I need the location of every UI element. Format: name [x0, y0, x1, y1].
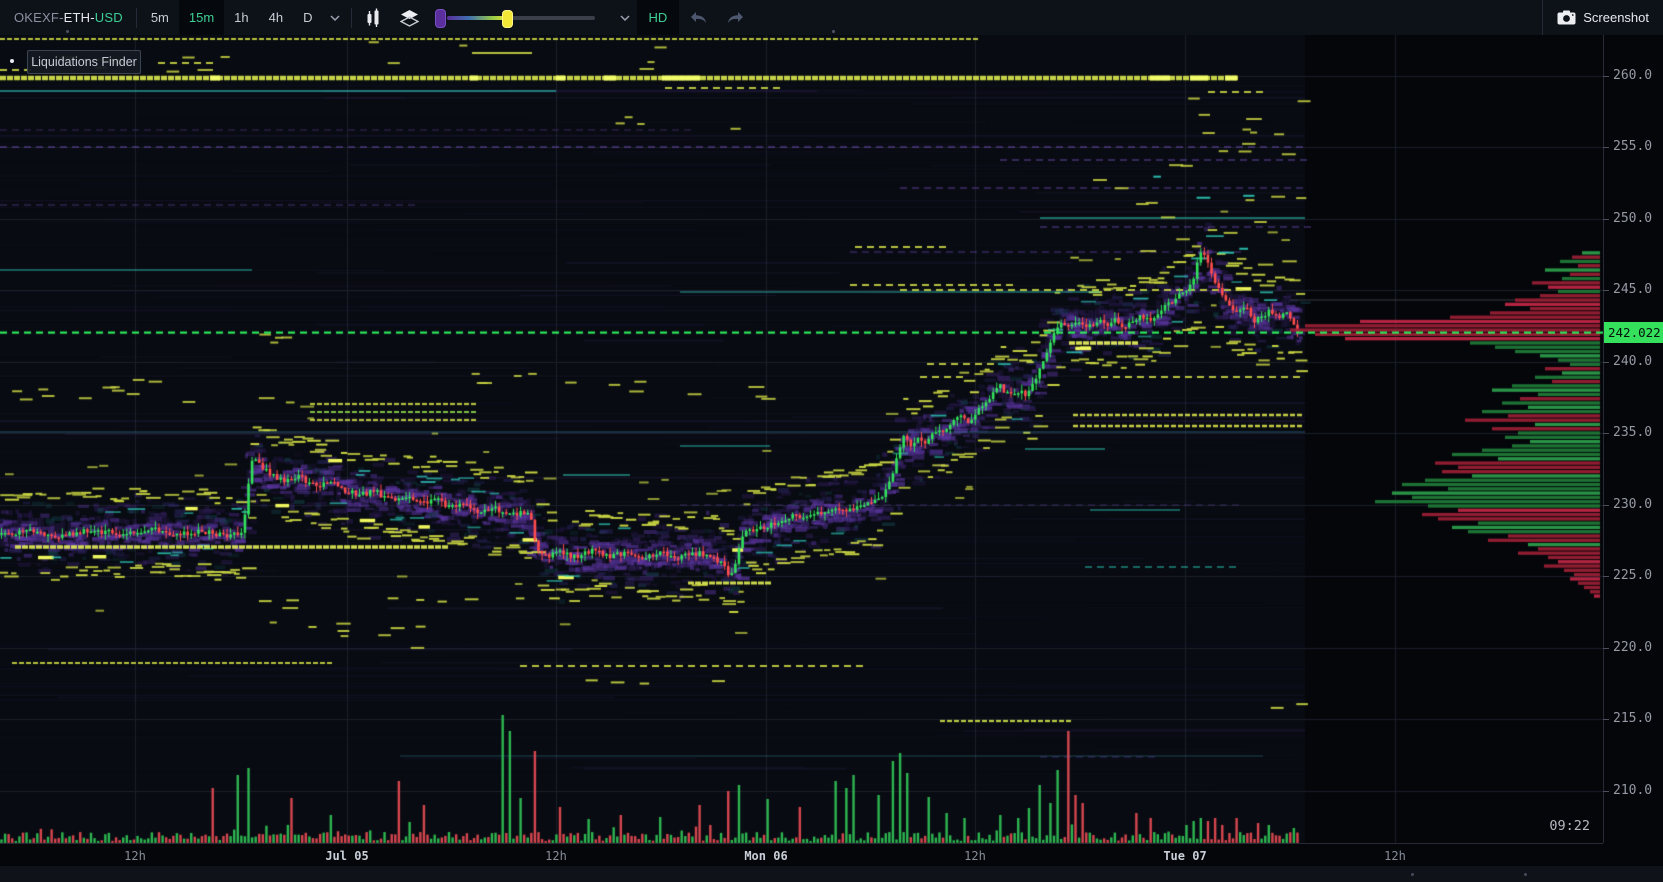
- price-tick-label: 220.0: [1613, 639, 1653, 655]
- current-price-label: 242.022: [1604, 322, 1663, 344]
- redo-icon: [726, 10, 746, 26]
- layers-icon: [399, 9, 419, 27]
- time-tick-label: Mon 06: [744, 849, 788, 863]
- price-tick-label: 245.0: [1613, 282, 1653, 297]
- price-tick-mark: [1603, 433, 1609, 434]
- symbol-exchange: OKEXF-: [14, 10, 64, 25]
- price-tick-mark: [1603, 290, 1609, 291]
- strip-dot: [1524, 873, 1527, 876]
- time-tick-label: Tue 07: [1163, 849, 1207, 863]
- bottom-strip: [0, 866, 1663, 882]
- divider: [135, 7, 137, 28]
- timeframe-4h[interactable]: 4h: [268, 10, 284, 25]
- price-tick-mark: [1603, 647, 1609, 649]
- strip-dot: [1411, 873, 1414, 876]
- price-tick-mark: [1603, 147, 1609, 148]
- time-axis-border: [0, 843, 1603, 844]
- price-tick-mark: [1603, 790, 1609, 792]
- timeframe-5m[interactable]: 5m: [150, 10, 169, 25]
- redo-button[interactable]: [717, 0, 755, 35]
- screenshot-label: Screenshot: [1583, 10, 1649, 25]
- price-tick-mark: [1603, 218, 1609, 220]
- screenshot-button[interactable]: Screenshot: [1542, 0, 1663, 35]
- clock-label: 09:22: [1549, 818, 1590, 834]
- price-tick-mark: [1603, 719, 1609, 720]
- price-tick-mark: [1603, 75, 1609, 77]
- price-tick-mark: [1603, 361, 1609, 363]
- chart-style-button[interactable]: [356, 0, 835, 35]
- price-tick-label: 235.0: [1613, 425, 1653, 440]
- price-tick-label: 260.0: [1613, 67, 1653, 83]
- hd-toggle-button[interactable]: HD: [636, 0, 680, 35]
- price-tick-label: 255.0: [1613, 139, 1653, 154]
- liquidation-heatmap-chart[interactable]: [0, 35, 1663, 882]
- price-tick-mark: [1603, 576, 1609, 577]
- timeframe-15m[interactable]: 15m: [178, 0, 225, 35]
- indicator-tooltip: Liquidations Finder: [27, 50, 141, 74]
- price-tick-mark: [1603, 504, 1609, 506]
- timeframe-d[interactable]: D: [303, 10, 313, 25]
- divider: [350, 7, 352, 28]
- time-tick-label: 12h: [964, 849, 986, 863]
- time-tick-label: 12h: [545, 849, 567, 863]
- layers-dot: [831, 30, 835, 33]
- camera-icon: [1557, 10, 1576, 25]
- slider-gradient-fill: [446, 16, 509, 20]
- timeframe-chevron-down-icon[interactable]: [323, 14, 347, 21]
- symbol-base: ETH-: [63, 10, 95, 25]
- slider-handle[interactable]: [501, 10, 513, 28]
- price-axis-border: [1603, 35, 1604, 843]
- indicator-bullet[interactable]: [10, 59, 14, 63]
- price-tick-label: 250.0: [1613, 210, 1653, 226]
- symbol-quote: USD: [94, 10, 123, 25]
- undo-icon: [688, 10, 708, 26]
- symbol-button[interactable]: OKEXF- ETH- USD: [0, 0, 132, 35]
- price-tick-label: 230.0: [1613, 496, 1653, 512]
- heatmap-intensity-slider[interactable]: [434, 0, 607, 35]
- slider-track[interactable]: [446, 10, 595, 28]
- price-tick-label: 225.0: [1613, 568, 1653, 583]
- slider-left-cap[interactable]: [434, 9, 446, 28]
- price-tick-label: 210.0: [1613, 782, 1653, 798]
- slider-chevron-down-icon[interactable]: [613, 14, 637, 21]
- layers-button[interactable]: [390, 0, 835, 35]
- toolbar: OKEXF- ETH- USD 5m 15m 1h 4h D: [0, 0, 1663, 35]
- symbol-dot: [65, 30, 69, 33]
- time-tick-label: Jul 05: [325, 849, 369, 863]
- timeframe-1h[interactable]: 1h: [234, 10, 249, 25]
- time-tick-label: 12h: [124, 849, 146, 863]
- price-tick-label: 240.0: [1613, 353, 1653, 369]
- price-tick-label: 215.0: [1613, 711, 1653, 726]
- undo-button[interactable]: [679, 0, 717, 35]
- time-tick-label: 12h: [1384, 849, 1406, 863]
- candles-icon: [366, 8, 380, 28]
